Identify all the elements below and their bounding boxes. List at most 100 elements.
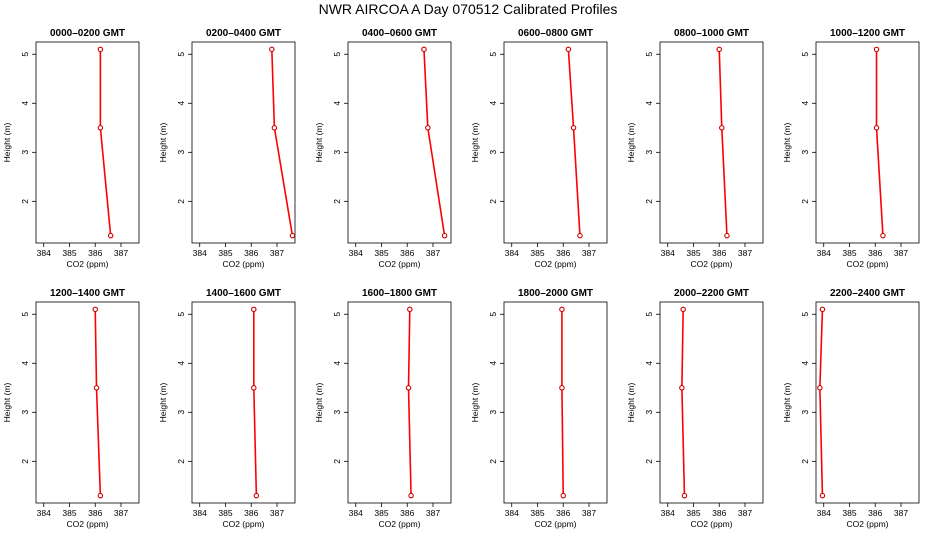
x-tick-label: 385 — [62, 248, 76, 258]
y-tick-label: 3 — [488, 410, 498, 415]
y-tick-label: 4 — [644, 361, 654, 366]
x-tick-label: 385 — [374, 508, 388, 518]
x-tick-label: 387 — [270, 508, 284, 518]
data-point — [819, 492, 826, 499]
data-point — [873, 46, 880, 53]
y-axis-label: Height (m) — [314, 123, 324, 163]
x-tick-label: 386 — [712, 248, 726, 258]
y-tick-label: 3 — [800, 410, 810, 415]
profile-line — [567, 49, 581, 236]
x-axis-label: CO2 (ppm) — [66, 519, 108, 529]
y-tick-label: 2 — [800, 459, 810, 464]
data-point — [425, 125, 431, 131]
x-tick-label: 384 — [817, 248, 831, 258]
y-tick-label: 5 — [176, 52, 186, 57]
data-point — [441, 232, 448, 239]
y-axis-label: Height (m) — [2, 383, 12, 423]
profile-panel: 0800–1000 GMT 384 385 386 387 CO2 (ppm) 2 3 4 5 He… — [626, 28, 764, 269]
x-axis-label: CO2 (ppm) — [66, 259, 108, 269]
profile-line — [94, 309, 102, 496]
data-point — [819, 306, 826, 313]
y-tick-label: 4 — [644, 101, 654, 106]
profile-line — [99, 49, 112, 236]
plot-frame — [191, 301, 296, 504]
y-tick-label: 3 — [644, 150, 654, 155]
data-point — [97, 125, 104, 131]
plot-frame — [659, 301, 764, 504]
data-point — [421, 46, 427, 53]
data-point — [97, 46, 104, 53]
plot-frame — [347, 301, 452, 504]
x-axis-label: CO2 (ppm) — [690, 519, 732, 529]
plot-frame — [35, 301, 140, 504]
plot-frame — [503, 41, 608, 244]
x-tick-label: 384 — [193, 248, 207, 258]
y-tick-label: 4 — [332, 101, 342, 106]
y-tick-label: 2 — [176, 459, 186, 464]
y-tick-label: 5 — [176, 312, 186, 317]
y-tick-label: 3 — [332, 150, 342, 155]
profile-panel: 2200–2400 GMT 384 385 386 387 CO2 (ppm) 2 3 4 5 He… — [782, 288, 920, 529]
x-axis-label: CO2 (ppm) — [846, 259, 888, 269]
x-tick-label: 387 — [738, 508, 752, 518]
y-tick-label: 4 — [176, 361, 186, 366]
data-point — [681, 492, 688, 499]
x-tick-label: 387 — [894, 508, 908, 518]
y-tick-label: 5 — [332, 52, 342, 57]
profile-panel: 1000–1200 GMT 384 385 386 387 CO2 (ppm) 2 3 4 5 He… — [782, 28, 920, 269]
x-tick-label: 386 — [88, 248, 102, 258]
x-tick-label: 384 — [661, 508, 675, 518]
y-tick-label: 5 — [20, 52, 30, 57]
y-tick-label: 5 — [644, 312, 654, 317]
data-point — [719, 125, 725, 131]
panel-title: 1600–1800 GMT — [362, 288, 437, 299]
y-tick-label: 2 — [332, 459, 342, 464]
data-point — [269, 46, 275, 53]
plot-frame — [191, 41, 296, 244]
y-tick-label: 2 — [20, 199, 30, 204]
data-point — [271, 125, 278, 131]
profile-line — [819, 309, 824, 496]
y-tick-label: 2 — [644, 459, 654, 464]
x-axis-label: CO2 (ppm) — [378, 519, 420, 529]
plot-frame — [35, 41, 140, 244]
profile-panel: 1800–2000 GMT 384 385 386 387 CO2 (ppm) 2 3 4 5 He… — [470, 288, 608, 529]
x-tick-label: 387 — [582, 508, 596, 518]
profile-line — [561, 309, 565, 496]
panel-title: 1000–1200 GMT — [830, 28, 905, 39]
profile-panel: 0200–0400 GMT 384 385 386 387 CO2 (ppm) 2 3 4 5 He… — [158, 28, 296, 269]
y-tick-label: 2 — [176, 199, 186, 204]
y-axis-label: Height (m) — [782, 383, 792, 423]
y-tick-label: 3 — [20, 410, 30, 415]
x-tick-label: 387 — [270, 248, 284, 258]
x-tick-label: 386 — [400, 248, 414, 258]
x-tick-label: 385 — [686, 248, 700, 258]
data-point — [559, 306, 565, 313]
plot-frame — [347, 41, 452, 244]
y-tick-label: 4 — [176, 101, 186, 106]
y-tick-label: 4 — [800, 101, 810, 106]
data-point — [880, 232, 886, 239]
panel-title: 2200–2400 GMT — [830, 288, 905, 299]
y-tick-label: 2 — [800, 199, 810, 204]
x-tick-label: 386 — [868, 248, 882, 258]
y-tick-label: 2 — [488, 199, 498, 204]
y-tick-label: 2 — [644, 199, 654, 204]
profile-line — [875, 49, 884, 236]
data-point — [92, 306, 98, 313]
plot-frame — [815, 41, 920, 244]
data-point — [817, 385, 823, 391]
x-tick-label: 385 — [218, 508, 232, 518]
profile-panel: 1200–1400 GMT 384 385 386 387 CO2 (ppm) 2 3 4 5 He… — [2, 288, 140, 529]
y-tick-label: 5 — [488, 312, 498, 317]
x-tick-label: 387 — [894, 248, 908, 258]
data-point — [560, 492, 566, 499]
data-point — [289, 232, 296, 239]
y-tick-label: 3 — [176, 410, 186, 415]
profile-line — [271, 49, 294, 236]
x-tick-label: 386 — [556, 248, 570, 258]
y-axis-label: Height (m) — [782, 123, 792, 163]
x-tick-label: 387 — [426, 248, 440, 258]
y-tick-label: 3 — [332, 410, 342, 415]
y-tick-label: 4 — [332, 361, 342, 366]
